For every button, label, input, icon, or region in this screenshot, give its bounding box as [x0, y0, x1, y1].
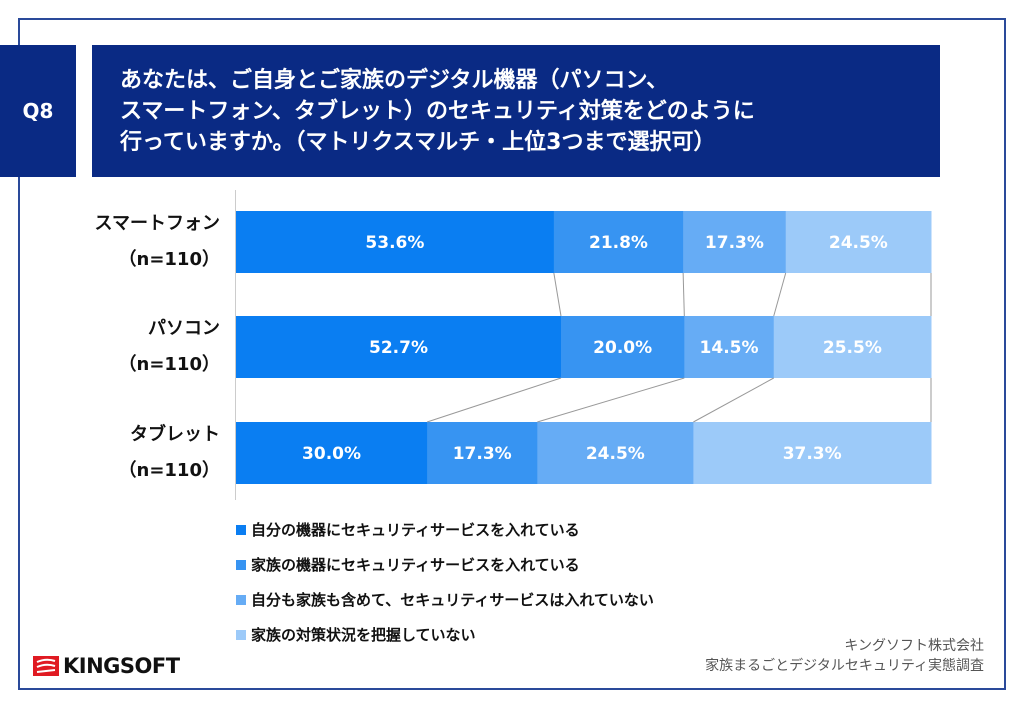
frame-border [18, 18, 1006, 690]
source-survey: 家族まるごとデジタルセキュリティ実態調査 [705, 658, 984, 674]
legend: 自分の機器にセキュリティサービスを入れている 家族の機器にセキュリティサービスを… [236, 512, 654, 652]
bar-segment [785, 211, 932, 273]
data-label: 14.5% [700, 338, 759, 358]
bar-segment [560, 316, 685, 378]
series-connector-line [682, 272, 685, 317]
legend-swatch [236, 629, 246, 640]
category-n: （n=110） [118, 460, 220, 481]
legend-label: 家族の機器にセキュリティサービスを入れている [251, 556, 580, 574]
category-n: （n=110） [118, 354, 220, 375]
legend-label: 自分も家族も含めて、セキュリティサービスは入れていない [251, 591, 654, 609]
logo-mark-icon [33, 656, 59, 676]
source-company: キングソフト株式会社 [844, 638, 984, 654]
legend-label: 自分の機器にセキュリティサービスを入れている [251, 521, 580, 539]
data-label: 17.3% [705, 233, 764, 253]
bar-segment [773, 316, 932, 378]
question-title: あなたは、ご自身とご家族のデジタル機器（パソコン、 スマートフォン、タブレット）… [92, 45, 940, 177]
legend-item: 家族の機器にセキュリティサービスを入れている [236, 547, 654, 582]
legend-item: 自分も家族も含めて、セキュリティサービスは入れていない [236, 582, 654, 617]
bar-segment [427, 422, 538, 484]
data-label: 53.6% [365, 233, 424, 253]
data-label: 30.0% [302, 444, 361, 464]
category-label-tablet: タブレット （n=110） [0, 417, 220, 489]
question-number: Q8 [0, 45, 76, 177]
kingsoft-logo: KINGSOFT [33, 654, 180, 678]
category-n: （n=110） [118, 249, 220, 270]
source-note: キングソフト株式会社 家族まるごとデジタルセキュリティ実態調査 [705, 636, 984, 676]
category-name: パソコン [148, 318, 220, 339]
bar-segment [236, 316, 562, 378]
data-label: 52.7% [369, 338, 428, 358]
data-label: 20.0% [593, 338, 652, 358]
category-label-pc: パソコン （n=110） [0, 311, 220, 383]
category-name: タブレット [130, 424, 220, 445]
bar-segment [537, 422, 694, 484]
legend-swatch [236, 559, 246, 570]
title-line: スマートフォン、タブレット）のセキュリティ対策をどのように [120, 99, 755, 124]
legend-swatch [236, 594, 246, 605]
bar-segment [236, 211, 555, 273]
series-connector-line [426, 377, 562, 423]
legend-swatch [236, 524, 246, 535]
logo-text: KINGSOFT [63, 654, 180, 678]
series-connector-line [773, 272, 787, 317]
bar-segment [236, 422, 428, 484]
data-label: 24.5% [586, 444, 645, 464]
series-connector-line [553, 272, 562, 317]
series-connector-line [537, 377, 685, 423]
category-name: スマートフォン [94, 213, 220, 234]
legend-item: 家族の対策状況を把握していない [236, 617, 654, 652]
bar-segment [684, 316, 775, 378]
data-label: 25.5% [823, 338, 882, 358]
legend-item: 自分の機器にセキュリティサービスを入れている [236, 512, 654, 547]
data-label: 21.8% [589, 233, 648, 253]
category-label-smartphone: スマートフォン （n=110） [0, 206, 220, 278]
series-connector-line [693, 377, 774, 423]
legend-label: 家族の対策状況を把握していない [251, 626, 476, 644]
title-line: 行っていますか。（マトリクスマルチ・上位3つまで選択可） [120, 130, 716, 155]
bar-segment [683, 211, 787, 273]
bar-segment [693, 422, 932, 484]
title-line: あなたは、ご自身とご家族のデジタル機器（パソコン、 [120, 68, 669, 93]
data-label: 17.3% [453, 444, 512, 464]
data-label: 24.5% [829, 233, 888, 253]
data-label: 37.3% [783, 444, 842, 464]
bar-segment [553, 211, 684, 273]
